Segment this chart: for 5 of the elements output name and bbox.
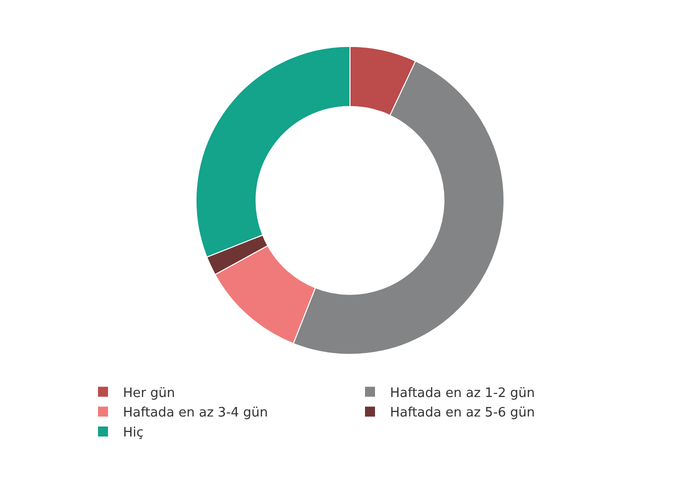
legend-label: Haftada en az 5-6 gün bbox=[390, 406, 535, 421]
legend-label: Haftada en az 1-2 gün bbox=[390, 386, 535, 401]
legend-label: Hiç bbox=[123, 426, 144, 441]
legend-label: Her gün bbox=[123, 386, 175, 401]
legend-label: Haftada en az 3-4 gün bbox=[123, 406, 268, 421]
